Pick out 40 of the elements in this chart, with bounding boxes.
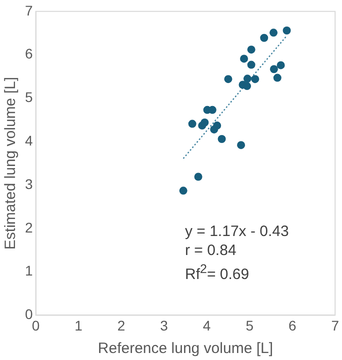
point bbox=[260, 34, 268, 42]
point bbox=[243, 82, 252, 90]
y-tick-label: 1 bbox=[24, 262, 33, 279]
point bbox=[243, 74, 252, 83]
annotation: Rf$^{2}$= 0.69 bbox=[185, 261, 250, 284]
x-tick-label: 1 bbox=[74, 317, 83, 334]
y-tick-label: 6 bbox=[24, 46, 33, 62]
point bbox=[270, 28, 278, 37]
point bbox=[282, 26, 291, 34]
point bbox=[210, 125, 218, 134]
point bbox=[247, 46, 256, 54]
annotation: r = 0.84 bbox=[185, 241, 238, 260]
point bbox=[251, 75, 260, 84]
x-tick-label: 6 bbox=[288, 317, 296, 334]
point bbox=[270, 65, 278, 74]
point bbox=[276, 61, 285, 70]
x-tick-label: 7 bbox=[331, 317, 340, 334]
y-tick-label: 4 bbox=[24, 132, 33, 148]
point bbox=[188, 120, 196, 128]
point bbox=[224, 75, 232, 84]
point bbox=[240, 54, 248, 63]
x-tick-label: 2 bbox=[117, 317, 126, 334]
y-tick-label: 2 bbox=[24, 219, 33, 236]
y-tick-label: 0 bbox=[24, 306, 33, 322]
x-axis-title: Reference lung volume [L] bbox=[98, 340, 273, 358]
point bbox=[194, 172, 202, 181]
annotation: y = 1.17x - 0.43 bbox=[185, 222, 289, 241]
point bbox=[179, 186, 188, 195]
point bbox=[237, 141, 246, 150]
y-tick-label: 7 bbox=[24, 2, 33, 18]
point bbox=[247, 60, 256, 69]
point bbox=[218, 134, 226, 143]
point bbox=[200, 118, 209, 127]
y-axis-title: Estimated lung volume [L] bbox=[2, 77, 20, 250]
x-tick-label: 4 bbox=[202, 317, 211, 334]
y-tick-label: 3 bbox=[24, 176, 33, 192]
y-tick-label: 5 bbox=[24, 89, 33, 106]
x-tick-label: 3 bbox=[160, 317, 168, 334]
point bbox=[273, 74, 282, 82]
x-tick-label: 5 bbox=[246, 317, 254, 334]
